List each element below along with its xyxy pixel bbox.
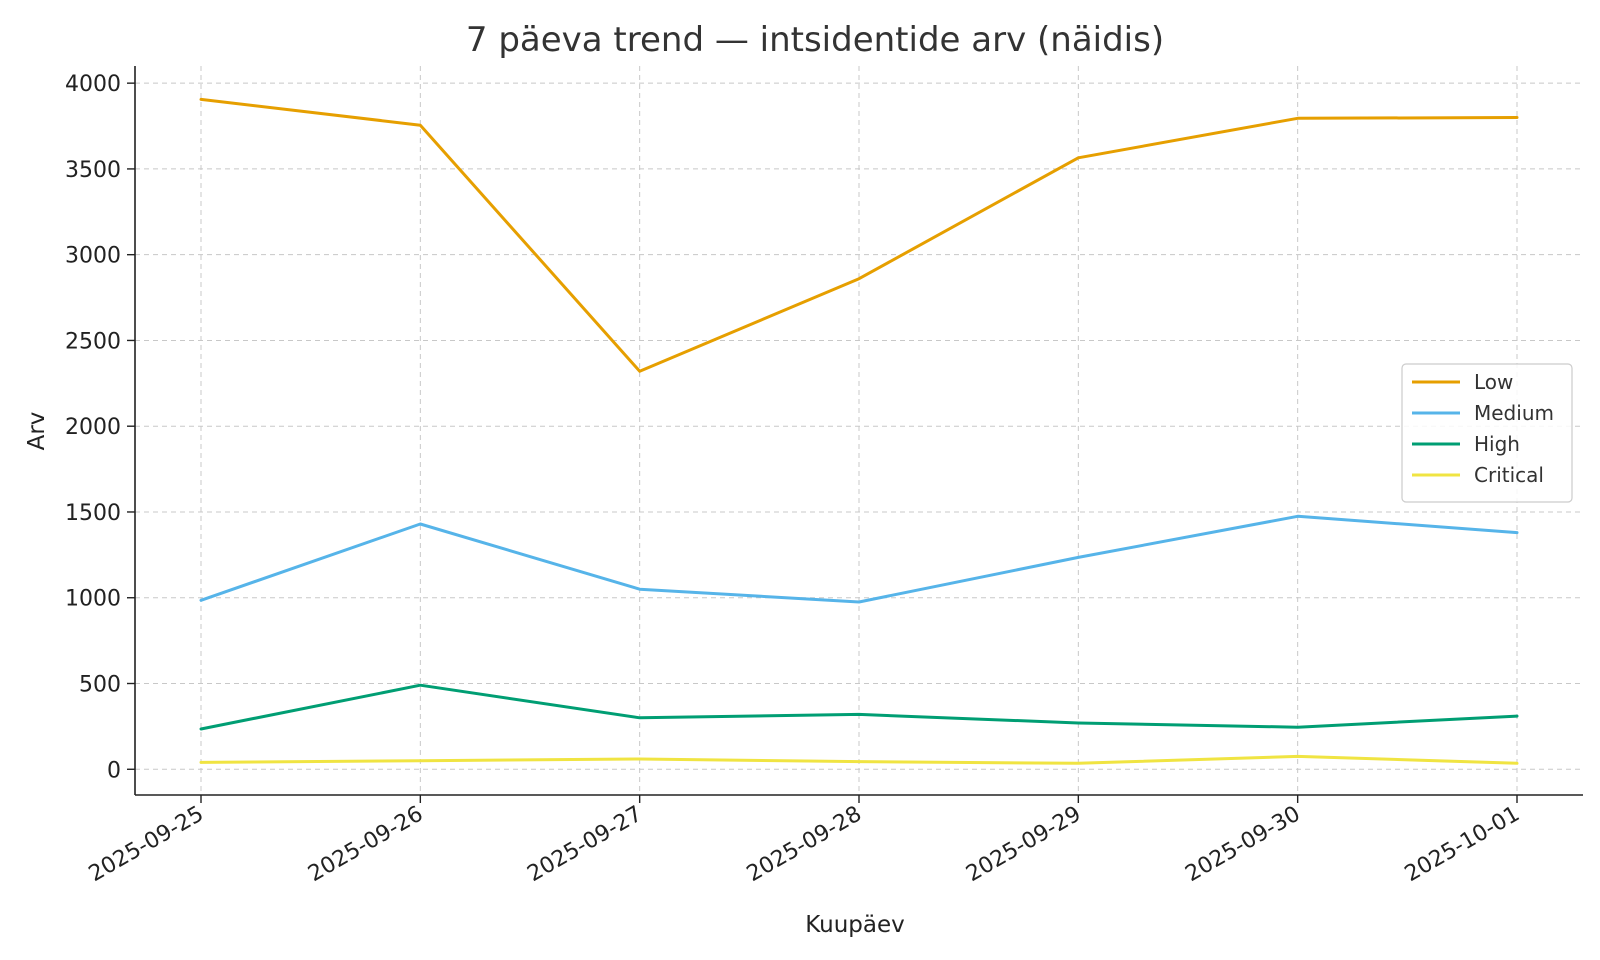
grid xyxy=(135,66,1583,795)
y-tick-label: 4000 xyxy=(65,72,121,97)
legend-box xyxy=(1401,363,1573,503)
series-line-high xyxy=(199,683,1519,731)
y-tick-label: 1500 xyxy=(65,501,121,526)
legend: Low Medium High Critical xyxy=(1401,363,1573,503)
series-lines xyxy=(199,97,1519,765)
y-tick-label: 0 xyxy=(107,758,121,783)
series-line-medium xyxy=(199,514,1519,604)
y-tick-label: 2500 xyxy=(65,329,121,354)
legend-label-high: High xyxy=(1474,432,1520,456)
chart-title: 7 päeva trend — intsidentide arv (näidis… xyxy=(466,20,1164,60)
y-tick-label: 1000 xyxy=(65,587,121,612)
legend-label-low: Low xyxy=(1474,370,1513,394)
x-tick-label: 2025-09-28 xyxy=(743,802,866,888)
legend-label-medium: Medium xyxy=(1474,401,1554,425)
axes xyxy=(127,66,1583,803)
y-tick-label: 3000 xyxy=(65,244,121,269)
x-tick-label: 2025-09-27 xyxy=(523,802,646,888)
y-tick-label: 3500 xyxy=(65,158,121,183)
x-axis-label: Kuupäev xyxy=(805,912,905,938)
x-tick-label: 2025-09-26 xyxy=(304,802,427,888)
y-axis-label: Arv xyxy=(24,412,50,451)
x-tick-label: 2025-10-01 xyxy=(1401,802,1524,888)
series-line-low xyxy=(199,97,1519,373)
x-tick-label: 2025-09-25 xyxy=(85,802,208,888)
y-tick-label: 2000 xyxy=(65,415,121,440)
legend-label-critical: Critical xyxy=(1474,463,1544,487)
tick-labels: 2025-09-25 2025-09-26 2025-09-27 2025-09-28… xyxy=(65,72,1524,887)
y-tick-label: 500 xyxy=(79,673,121,698)
x-tick-label: 2025-09-29 xyxy=(962,802,1085,888)
x-tick-label: 2025-09-30 xyxy=(1181,802,1304,888)
series-line-critical xyxy=(199,754,1519,765)
